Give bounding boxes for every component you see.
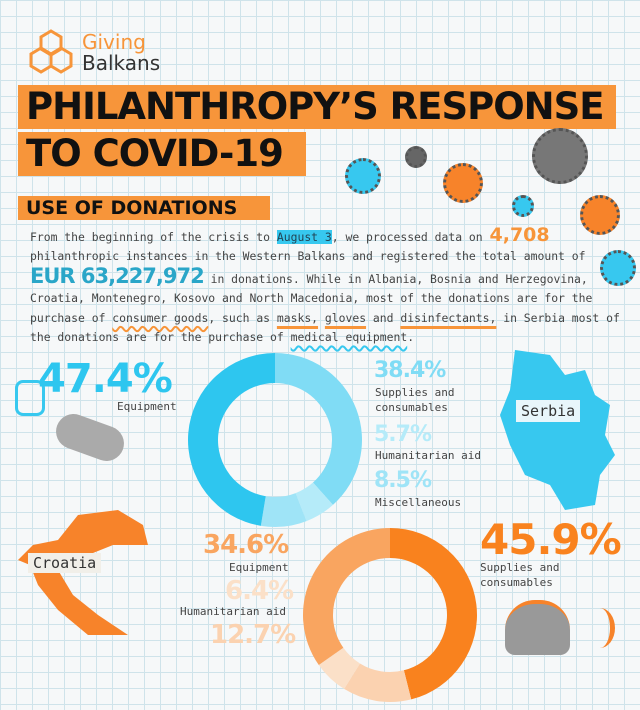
croatia-humanitarian-pct: 6.4% [225,576,294,606]
gloves: gloves [324,310,367,325]
text: From the beginning of the crisis to [30,230,277,244]
consumer-goods: consumer goods [112,310,209,325]
text: in donations. While in Albania, Bosnia a… [30,271,593,325]
face-mask-icon [505,600,570,655]
serbia-equipment-label: Equipment [117,400,177,413]
croatia-humanitarian-label: Humanitarian aid [180,605,286,618]
virus-icon [580,195,620,235]
virus-icon [405,146,427,168]
virus-icon [512,195,534,217]
serbia-supplies-label: Supplies and consumables [375,386,455,414]
logo-line1: Giving [82,30,146,54]
ventilator-bag-icon [51,409,129,466]
text: and [366,310,401,325]
instances-count: 4,708 [489,224,550,246]
serbia-equipment-pct: 47.4% [38,356,173,402]
virus-icon [345,158,381,194]
serbia-donut-segment [275,353,362,505]
title-line2: TO COVID-19 [18,132,306,176]
croatia-donut-chart [303,528,478,702]
croatia-equipment-label: Equipment [229,561,289,574]
croatia-supplies-pct: 45.9% [480,515,622,564]
medical-equipment: medical equipment [290,330,408,345]
serbia-donut-segment [260,493,307,527]
section-heading: USE OF DONATIONS [18,196,270,220]
serbia-supplies-pct: 38.4% [374,358,446,383]
sound-wave-icon [585,608,615,648]
date-highlight: August 3 [276,230,332,244]
logo-line2: Balkans [82,51,161,75]
lungs-icon [15,380,45,416]
croatia-donut-segment [303,528,390,665]
intro-paragraph: From the beginning of the crisis to Augu… [30,224,620,347]
serbia-humanitarian-label: Humanitarian aid [375,449,481,462]
text: . [407,330,415,345]
masks: masks, [276,310,319,325]
title-line1: PHILANTHROPY’S RESPONSE [18,85,616,129]
virus-icon [532,128,588,184]
croatia-supplies-label: Supplies and consumables [480,561,560,589]
serbia-donut-segment [295,482,333,522]
virus-icon [600,250,636,286]
text: in Serbia most of the donations are for … [30,310,620,345]
text: , such as [208,310,277,325]
croatia-equipment-pct: 34.6% [203,530,289,560]
text: , we processed data on [331,230,490,244]
croatia-label: Croatia [28,553,102,573]
serbia-donut-segment [187,353,275,526]
disinfectants: disinfectants, [400,310,497,325]
serbia-map [500,350,615,510]
total-amount: EUR 63,227,972 [30,263,205,288]
serbia-humanitarian-pct: 5.7% [374,422,432,447]
logo-hexagon-icon [29,29,73,74]
serbia-misc-pct: 8.5% [374,468,432,493]
text: philanthropic instances in the Western B… [30,249,586,264]
serbia-label: Serbia [516,400,581,422]
serbia-misc-label: Miscellaneous [375,496,462,509]
virus-icon [443,163,483,203]
croatia-map [18,510,148,635]
croatia-other-pct: 12.7% [210,620,296,650]
serbia-donut-chart [187,353,362,527]
